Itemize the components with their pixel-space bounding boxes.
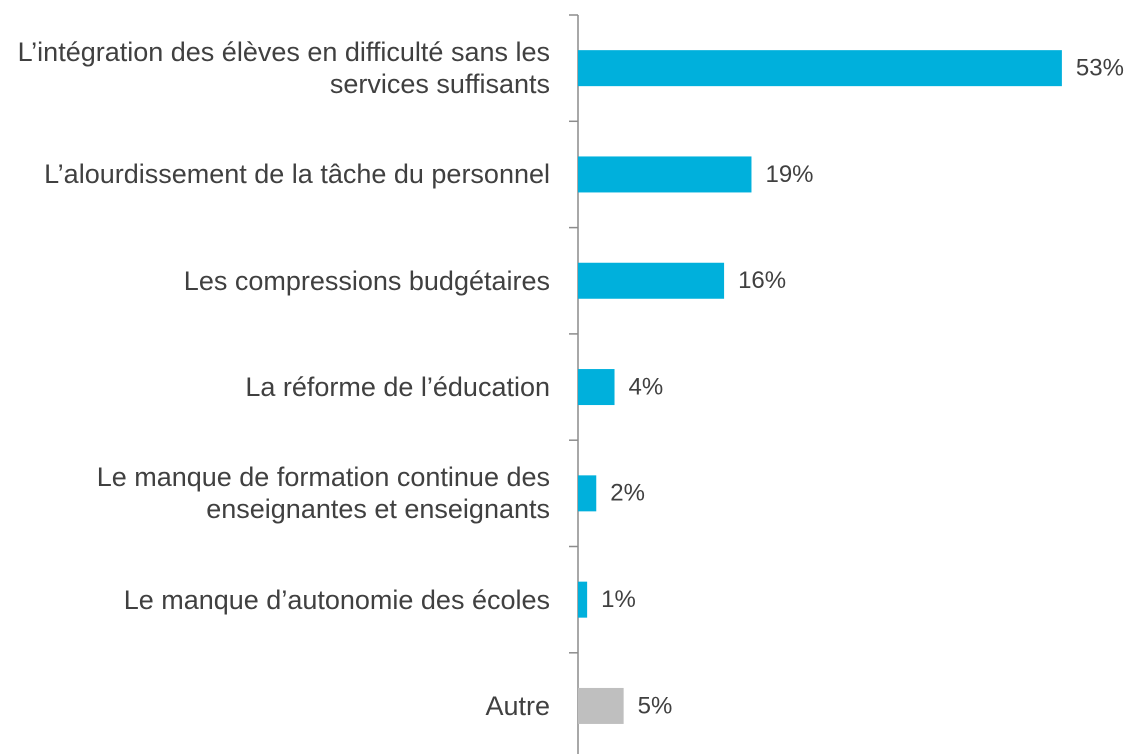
bar	[578, 475, 597, 512]
bar	[578, 687, 624, 724]
category-label: Autre	[485, 690, 550, 721]
bar	[578, 262, 725, 299]
bar	[578, 50, 1062, 87]
category-label: Les compressions budgétaires	[183, 265, 550, 296]
value-label: 1%	[601, 586, 636, 613]
value-label: 5%	[638, 692, 673, 719]
bar	[578, 156, 752, 193]
category-label: L’alourdissement de la tâche du personne…	[44, 159, 550, 190]
category-label: Le manque d’autonomie des écoles	[123, 584, 550, 615]
value-label: 16%	[738, 267, 786, 294]
value-label: 2%	[610, 480, 645, 507]
value-label: 53%	[1076, 54, 1124, 81]
category-label: L’intégration des élèves en difficulté s…	[17, 37, 550, 100]
category-label: La réforme de l’éducation	[245, 372, 550, 403]
value-label: 19%	[765, 161, 813, 188]
category-label: Le manque de formation continue des ense…	[96, 462, 550, 525]
bar	[578, 369, 615, 406]
value-label: 4%	[629, 373, 664, 400]
bar	[578, 581, 588, 618]
